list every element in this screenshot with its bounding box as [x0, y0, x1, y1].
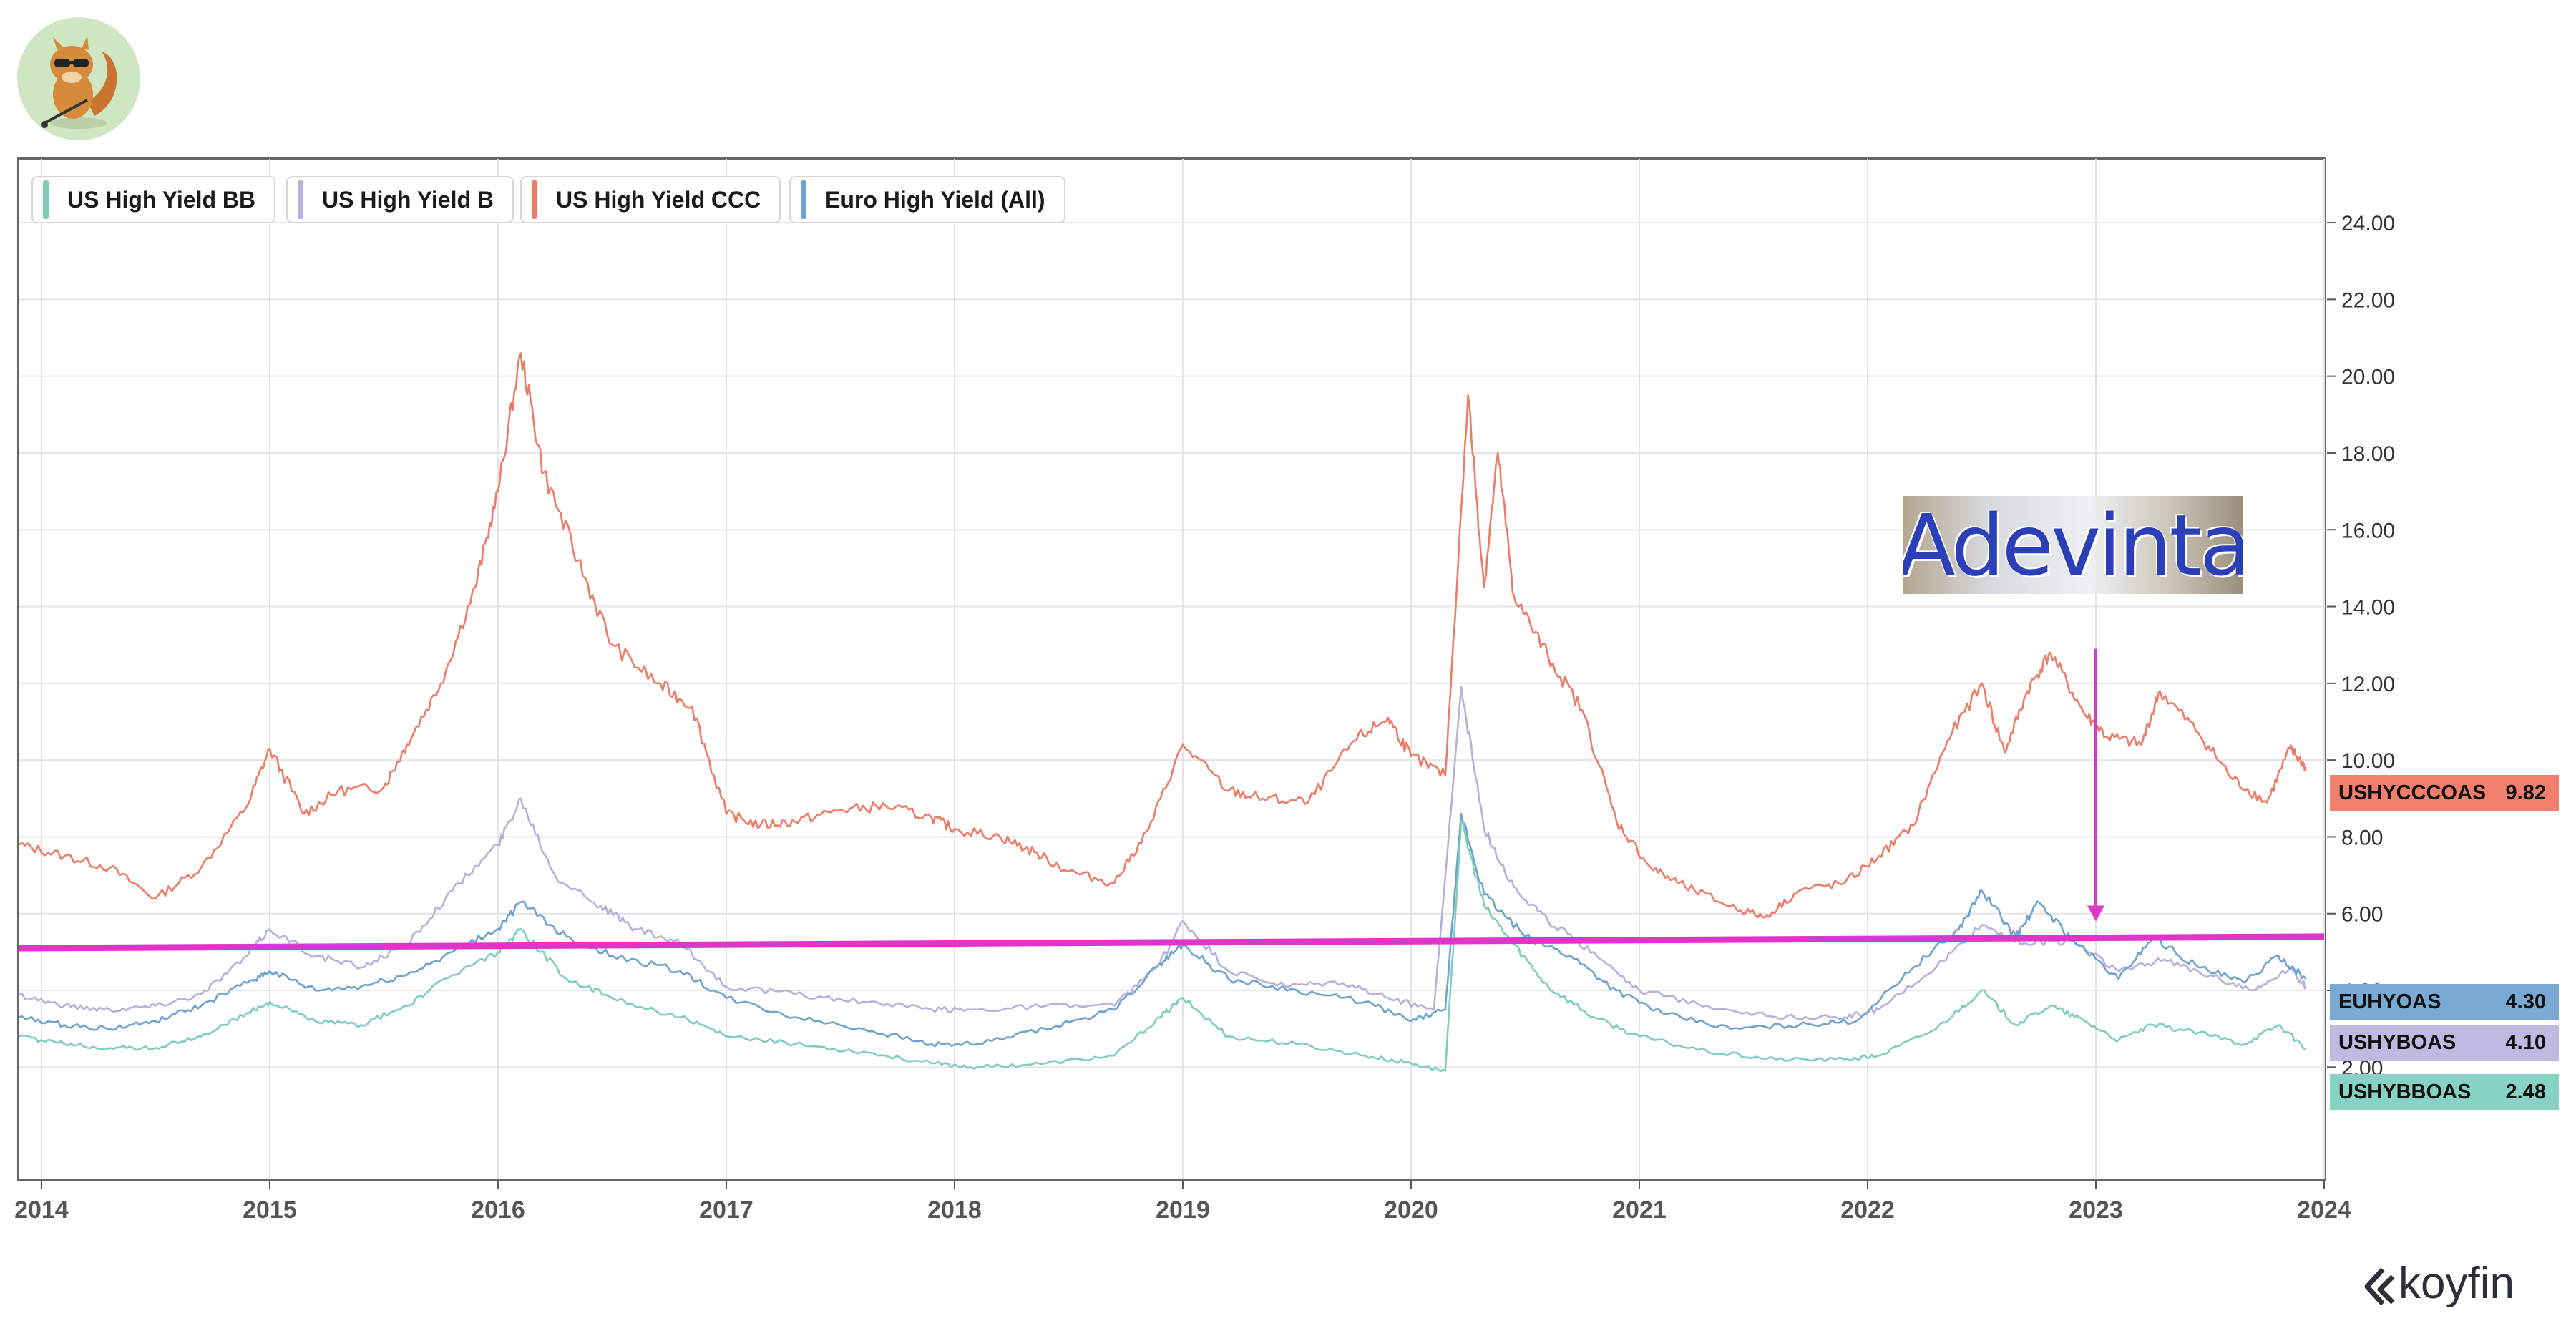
x-tick-label: 2022 — [1840, 1196, 1895, 1224]
y-tick-label: 14.00 — [2341, 596, 2395, 620]
legend-label: US High Yield CCC — [556, 186, 761, 213]
legend-item-euro-high-yield-all[interactable]: Euro High Yield (All) — [789, 176, 1065, 223]
x-tick-label: 2023 — [2069, 1196, 2123, 1224]
series-line-us-high-yield-b — [18, 686, 2307, 1021]
legend-item-us-high-yield-ccc[interactable]: US High Yield CCC — [520, 176, 781, 223]
x-tick-label: 2020 — [1384, 1196, 1438, 1224]
value-tag-euhyoas: EUHYOAS 4.30 — [2330, 984, 2559, 1020]
x-tick-label: 2017 — [699, 1196, 753, 1224]
legend-label: US High Yield BB — [67, 186, 256, 213]
value-tag-value: 4.30 — [2505, 990, 2546, 1013]
y-tick-label: 6.00 — [2341, 903, 2383, 927]
series-line-us-high-yield-bb — [18, 820, 2306, 1073]
value-tag-ushycccoas: USHYCCCOAS 9.82 — [2330, 775, 2559, 811]
y-tick-label: 18.00 — [2341, 442, 2395, 466]
value-tag-ushybboas: USHYBBOAS 2.48 — [2330, 1074, 2559, 1110]
y-tick-label: 16.00 — [2341, 519, 2395, 542]
value-tag-code: USHYCCCOAS — [2338, 781, 2487, 804]
x-tick-label: 2024 — [2297, 1196, 2351, 1224]
y-tick-label: 10.00 — [2341, 749, 2395, 773]
squirrel-logo-icon — [16, 16, 142, 142]
adevinta-logo-text: Adevinta — [1903, 496, 2243, 594]
legend-item-us-high-yield-b[interactable]: US High Yield B — [286, 176, 514, 223]
x-tick-label: 2018 — [927, 1196, 982, 1224]
value-tag-value: 2.48 — [2505, 1080, 2546, 1103]
y-tick-label: 12.00 — [2341, 673, 2395, 696]
value-tag-value: 4.10 — [2505, 1030, 2546, 1054]
koyfin-logo-icon — [2364, 1267, 2395, 1306]
value-tag-code: EUHYOAS — [2338, 990, 2441, 1013]
koyfin-brand: koyfin — [2399, 1259, 2514, 1308]
legend-swatch — [532, 180, 537, 219]
value-tag-value: 9.82 — [2505, 781, 2546, 804]
series-line-us-high-yield-ccc — [18, 352, 2307, 919]
x-tick-label: 2015 — [243, 1196, 297, 1224]
adevinta-logo-image: Adevinta — [1903, 496, 2243, 594]
annotation-arrow-head — [2087, 905, 2104, 922]
x-tick-label: 2021 — [1612, 1196, 1667, 1224]
y-tick-label: 24.00 — [2341, 212, 2395, 235]
legend-swatch — [801, 180, 806, 219]
x-tick-label: 2019 — [1156, 1196, 1210, 1224]
value-tag-code: USHYBOAS — [2338, 1030, 2457, 1054]
legend-label: Euro High Yield (All) — [825, 186, 1045, 213]
legend-swatch — [43, 180, 49, 219]
series-line-euro-high-yield-all — [18, 813, 2307, 1048]
y-tick-label: 22.00 — [2341, 288, 2395, 312]
legend-label: US High Yield B — [322, 186, 494, 213]
value-tag-code: USHYBBOAS — [2338, 1080, 2472, 1103]
annotation-horizontal-line — [18, 933, 2325, 952]
x-tick-label: 2016 — [471, 1196, 525, 1224]
value-tag-ushyboas: USHYBOAS 4.10 — [2330, 1025, 2559, 1061]
legend-item-us-high-yield-bb[interactable]: US High Yield BB — [31, 176, 276, 223]
y-tick-label: 8.00 — [2341, 826, 2383, 849]
y-tick-label: 20.00 — [2341, 366, 2395, 389]
legend-swatch — [298, 180, 303, 219]
x-tick-label: 2014 — [14, 1196, 69, 1224]
